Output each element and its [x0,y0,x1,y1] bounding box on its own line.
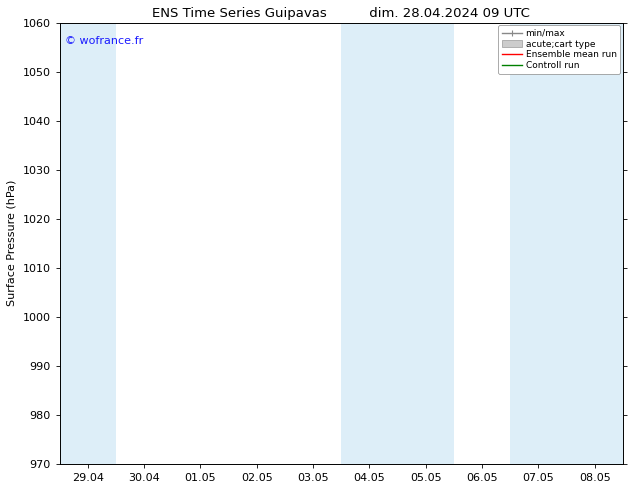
Title: ENS Time Series Guipavas          dim. 28.04.2024 09 UTC: ENS Time Series Guipavas dim. 28.04.2024… [152,7,530,20]
Bar [341,23,454,464]
Text: © wofrance.fr: © wofrance.fr [65,36,143,46]
Bar [510,23,623,464]
Bar [60,23,116,464]
Y-axis label: Surface Pressure (hPa): Surface Pressure (hPa) [7,180,17,306]
Legend: min/max, acute;cart type, Ensemble mean run, Controll run: min/max, acute;cart type, Ensemble mean … [498,25,620,74]
